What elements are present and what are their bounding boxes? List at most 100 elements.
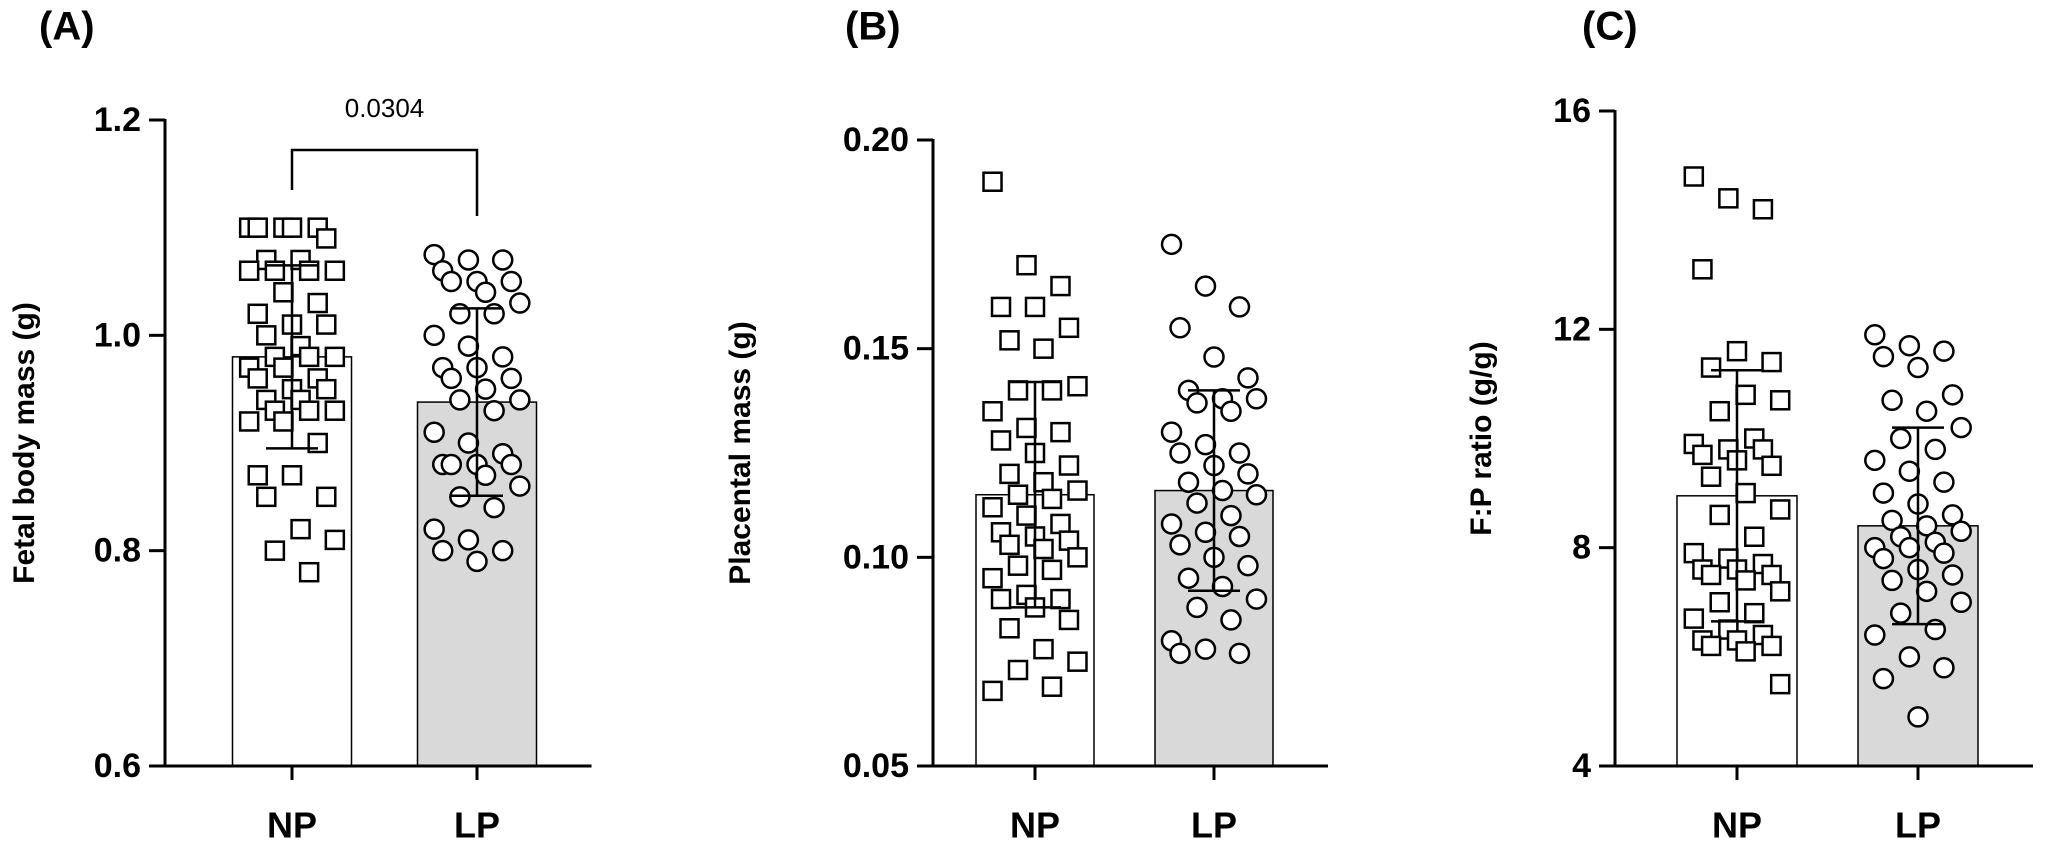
point [1915,400,1938,422]
point [273,411,294,432]
point [1924,438,1947,461]
point [509,389,531,411]
point [256,486,277,508]
point [1033,338,1054,359]
point [500,453,523,476]
y-tick-label: 0.10 [843,538,909,576]
point [1058,609,1080,631]
point [273,357,294,378]
point [1186,392,1208,414]
point [1160,421,1183,443]
y-axis-label: Placental mass (g) [724,321,757,584]
point [474,464,497,487]
point [1950,591,1972,613]
point [1050,513,1071,535]
point [1169,442,1191,464]
point [1761,455,1782,477]
point [1709,504,1730,526]
point [1169,534,1191,556]
point [1700,564,1722,586]
point [1050,275,1071,297]
point [1067,651,1088,672]
point [1709,592,1730,613]
point [1007,555,1029,576]
point [1683,608,1705,629]
point [1194,638,1217,660]
point [440,453,463,476]
point [238,411,260,432]
point [1177,567,1200,589]
point [1881,509,1903,532]
point [1194,521,1217,544]
point [324,346,346,368]
point [1041,676,1063,697]
point [1016,505,1037,526]
point [1067,375,1088,397]
point [1950,520,1972,543]
point [483,303,505,325]
y-tick-label: 0.05 [843,747,909,785]
panel-label: (A) [39,5,95,49]
point [1228,442,1251,464]
point [290,518,311,540]
point [474,378,497,400]
point [483,399,505,422]
point [500,270,523,293]
point [440,367,463,390]
y-tick-label: 0.6 [94,747,141,785]
point [1169,642,1191,665]
point [1220,400,1242,423]
point [1041,559,1063,581]
y-tick-label: 4 [1572,747,1591,785]
x-tick-label: NP [1010,805,1060,846]
point [1228,525,1251,548]
point [423,518,445,540]
y-tick-label: 0.20 [843,121,909,159]
point [999,534,1020,556]
point [1769,499,1791,520]
point [1881,389,1903,412]
point [483,496,505,519]
point [1898,334,1921,357]
point [1041,488,1063,510]
point [1864,624,1886,646]
point [440,270,463,293]
point [1237,367,1259,389]
point [999,618,1020,639]
point [316,486,337,508]
point [1872,667,1895,690]
point [982,401,1003,422]
point [457,432,480,454]
x-tick-label: LP [454,805,500,846]
point [256,325,277,346]
point [423,324,445,347]
point [1160,233,1183,256]
point [1186,492,1208,514]
point [491,346,514,368]
point [1898,536,1921,559]
point [281,217,303,238]
point [1245,483,1268,506]
point [1941,564,1964,586]
point [1889,602,1912,624]
y-tick-label: 0.8 [94,532,141,570]
panel-label: (C) [1582,5,1638,49]
point [1203,346,1225,368]
panel-label: (B) [845,5,901,49]
point [1220,609,1242,631]
point [1933,542,1955,564]
point [509,475,531,497]
point [1864,324,1886,346]
point [1692,444,1713,466]
point [1709,400,1730,422]
point [1067,480,1088,501]
point [1700,357,1722,378]
x-tick-label: LP [1191,805,1237,846]
point [1186,596,1208,619]
point [1726,340,1748,362]
point [1718,188,1739,209]
point [457,529,480,551]
point [466,550,488,573]
point [247,217,268,238]
